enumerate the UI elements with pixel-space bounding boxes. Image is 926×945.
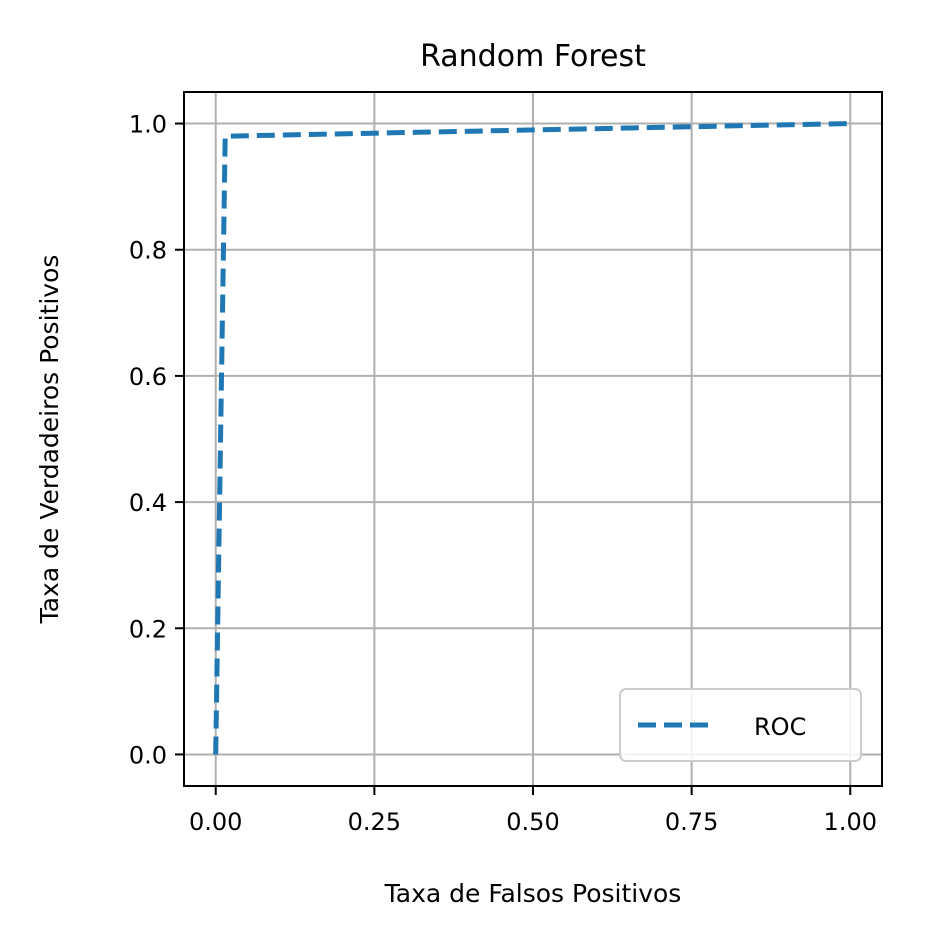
y-tick-label: 0.4 — [129, 489, 167, 517]
x-tick-label: 0.50 — [506, 808, 559, 836]
y-axis-ticks: 0.0 0.2 0.4 0.6 0.8 1.0 — [129, 111, 184, 769]
chart-title: Random Forest — [420, 39, 646, 74]
legend: ROC — [619, 688, 862, 762]
grid — [184, 92, 882, 786]
y-tick-label: 0.0 — [129, 741, 167, 769]
x-tick-label: 0.00 — [189, 808, 242, 836]
y-tick-label: 0.8 — [129, 237, 167, 265]
legend-label-roc: ROC — [754, 713, 806, 741]
y-tick-label: 1.0 — [129, 111, 167, 139]
x-tick-label: 1.00 — [824, 808, 877, 836]
x-tick-label: 0.25 — [348, 808, 401, 836]
x-axis-ticks: 0.00 0.25 0.50 0.75 1.00 — [189, 786, 877, 836]
y-tick-label: 0.6 — [129, 363, 167, 391]
legend-box — [619, 688, 862, 762]
y-axis-label: Taxa de Verdadeiros Positivos — [35, 255, 64, 625]
y-tick-label: 0.2 — [129, 615, 167, 643]
x-tick-label: 0.75 — [665, 808, 718, 836]
x-axis-label: Taxa de Falsos Positivos — [384, 879, 682, 908]
